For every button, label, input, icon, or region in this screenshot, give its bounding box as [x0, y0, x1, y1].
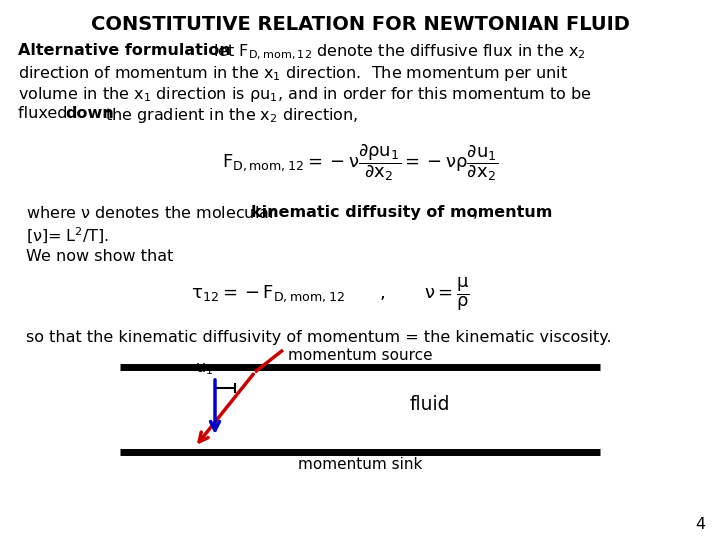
Text: where $\mathregular{\nu}$ denotes the molecular: where $\mathregular{\nu}$ denotes the mo… [26, 205, 277, 221]
Text: the gradient in the $\mathregular{x_2}$ direction,: the gradient in the $\mathregular{x_2}$ … [100, 106, 358, 125]
Text: kinematic diffusity of momentum: kinematic diffusity of momentum [251, 205, 552, 220]
Text: $\mathregular{F_{D,mom,12} = -\nu\dfrac{\partial\rho u_1}{\partial x_2} = -\nu\r: $\mathregular{F_{D,mom,12} = -\nu\dfrac{… [222, 142, 498, 183]
Text: volume in the $\mathregular{x_1}$ direction is $\mathregular{\rho u_1}$, and in : volume in the $\mathregular{x_1}$ direct… [18, 85, 592, 104]
Text: 4: 4 [695, 517, 705, 532]
Text: Alternative formulation: Alternative formulation [18, 43, 231, 58]
Text: momentum source: momentum source [288, 348, 432, 363]
Text: down: down [65, 106, 114, 121]
Text: ,: , [473, 205, 478, 220]
Text: direction of momentum in the $\mathregular{x_1}$ direction.  The momentum per un: direction of momentum in the $\mathregul… [18, 64, 568, 83]
Text: We now show that: We now show that [26, 249, 174, 264]
Text: $\mathregular{\tau_{12} = -F_{D,mom,12}\qquad,\qquad \nu = \dfrac{\mu}{\rho}}$: $\mathregular{\tau_{12} = -F_{D,mom,12}\… [191, 275, 469, 313]
Text: CONSTITUTIVE RELATION FOR NEWTONIAN FLUID: CONSTITUTIVE RELATION FOR NEWTONIAN FLUI… [91, 15, 629, 34]
Text: fluxed: fluxed [18, 106, 73, 121]
Text: so that the kinematic diffusivity of momentum = the kinematic viscosity.: so that the kinematic diffusivity of mom… [26, 330, 611, 345]
Text: fluid: fluid [410, 395, 450, 415]
Text: let $\mathregular{F_{D,mom,12}}$ denote the diffusive flux in the $\mathregular{: let $\mathregular{F_{D,mom,12}}$ denote … [208, 43, 585, 62]
Text: $\mathregular{[\nu]}$= L$\mathregular{^2}$/T].: $\mathregular{[\nu]}$= L$\mathregular{^2… [26, 226, 109, 246]
Text: $\mathregular{u_1}$: $\mathregular{u_1}$ [195, 361, 213, 377]
Text: momentum sink: momentum sink [298, 457, 422, 472]
